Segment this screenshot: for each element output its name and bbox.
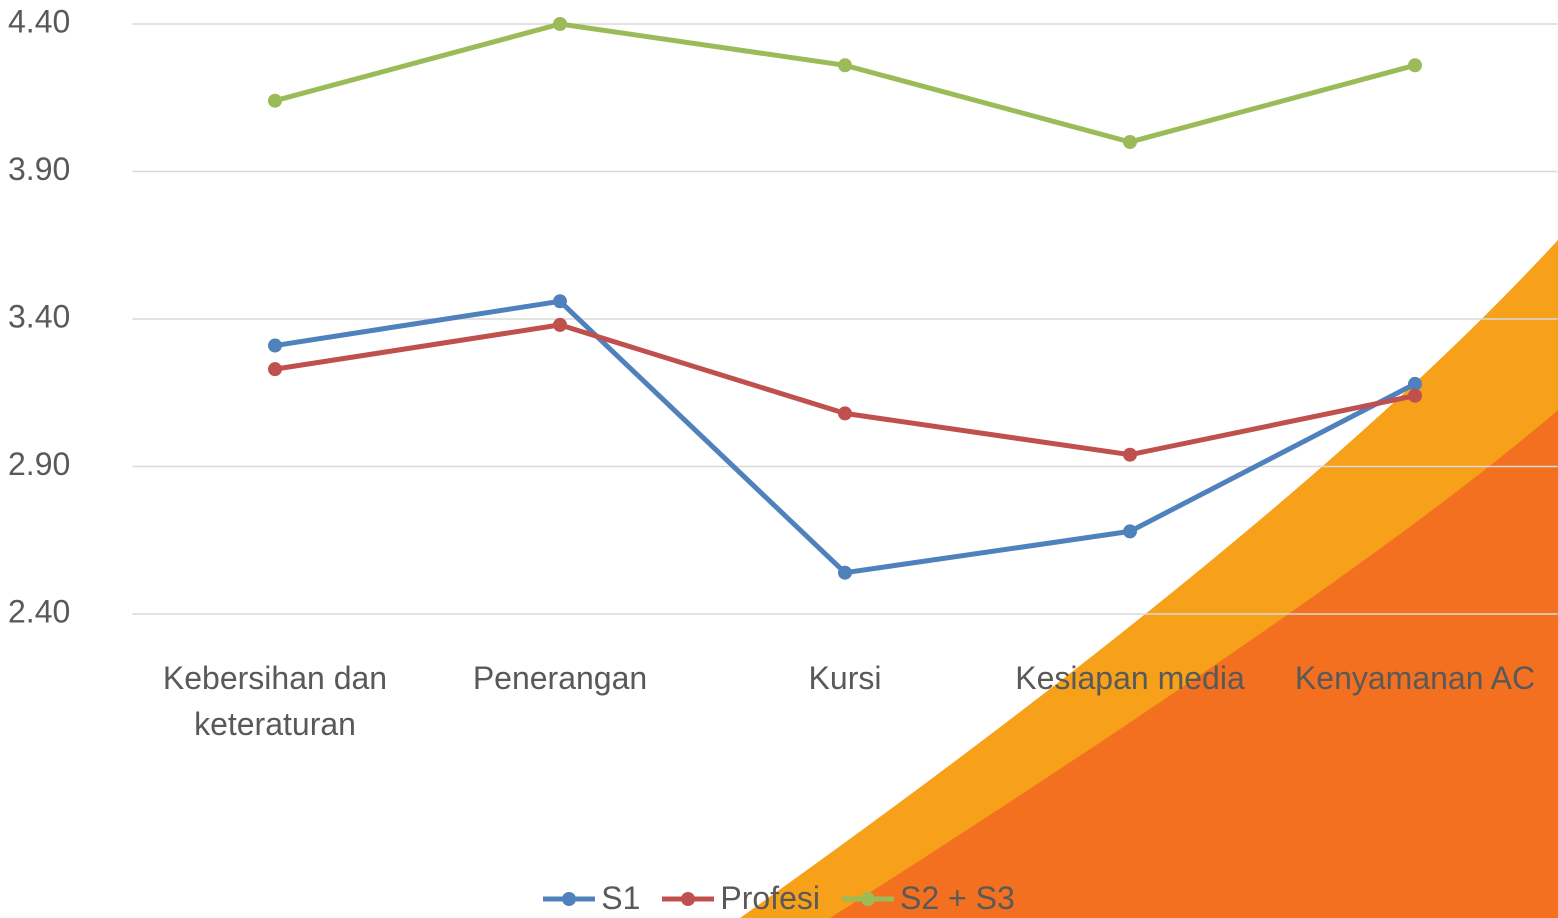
legend-entry: S2 + S3 [842,880,1015,917]
data-point [553,294,567,308]
data-point [553,17,567,31]
legend-marker [562,892,576,906]
data-point [268,339,282,353]
series-line [275,325,1415,455]
x-tick-label: Kebersihan dan keteraturan [140,655,410,747]
legend-marker [861,892,875,906]
data-point [1123,135,1137,149]
data-point [268,362,282,376]
data-point [1408,389,1422,403]
data-point [838,566,852,580]
y-tick-label: 4.40 [8,3,70,39]
data-point [838,406,852,420]
data-point [268,94,282,108]
y-tick-label: 3.40 [8,298,70,334]
data-point [1408,58,1422,72]
y-tick-label: 2.40 [8,593,70,629]
data-point [838,58,852,72]
y-tick-label: 3.90 [8,151,70,187]
legend-entry: S1 [543,880,640,917]
series-line [275,24,1415,142]
legend-label: Profesi [720,880,820,917]
chart: 2.40 2.90 3.40 3.90 4.40 [0,0,1558,918]
legend-entry: Profesi [662,880,820,917]
legend: S1 Profesi S2 + S3 [0,880,1558,917]
legend-label: S1 [601,880,640,917]
data-point [1123,524,1137,538]
data-point [1123,448,1137,462]
x-tick-label: Penerangan [425,655,695,701]
x-tick-label: Kesiapan media [995,655,1265,701]
x-tick-label: Kenyamanan AC [1280,655,1550,701]
legend-label: S2 + S3 [900,880,1015,917]
data-point [553,318,567,332]
legend-swatch [662,889,714,909]
legend-swatch [543,889,595,909]
page: 2.40 2.90 3.40 3.90 4.40 S1 Profesi S2 + S3 Ke… [0,0,1558,918]
x-tick-label: Kursi [710,655,980,701]
y-tick-label: 2.90 [8,446,70,482]
legend-marker [681,892,695,906]
legend-swatch [842,889,894,909]
